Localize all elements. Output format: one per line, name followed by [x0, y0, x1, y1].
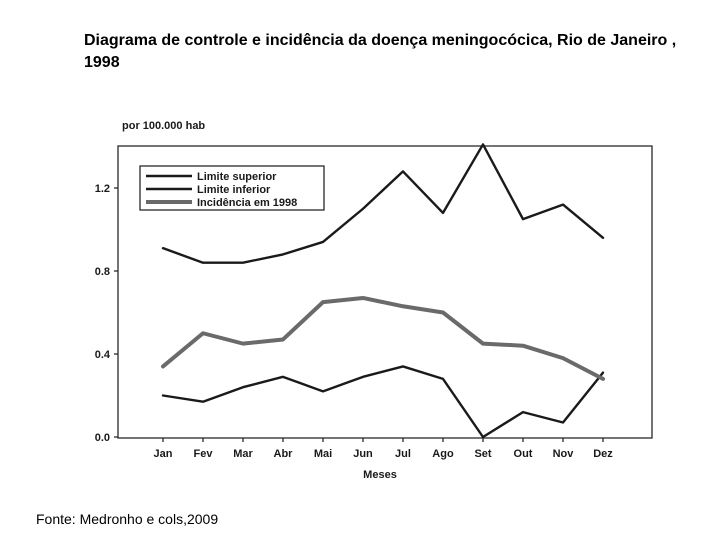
x-tick-label: Out — [514, 448, 533, 460]
series-line — [161, 143, 605, 264]
x-tick-label: Nov — [553, 448, 575, 460]
x-tick-label: Fev — [194, 448, 214, 460]
x-tick-label: Jul — [395, 448, 411, 460]
legend-label: Limite inferior — [197, 184, 271, 196]
series-line — [161, 365, 605, 439]
x-tick-label: Ago — [432, 448, 454, 460]
plot-frame — [117, 145, 653, 439]
x-tick-label: Jun — [353, 448, 373, 460]
x-tick-label: Dez — [593, 448, 613, 460]
y-tick-label: 1.2 — [95, 183, 110, 195]
incidence-control-chart: por 100.000 hab Meses 0.0 0.4 0.8 1.2 Jan Fev… — [95, 120, 653, 481]
x-tick-label: Mar — [233, 448, 253, 460]
x-tick-label: Abr — [274, 448, 294, 460]
slide-title: Diagrama de controle e incidência da doe… — [84, 32, 677, 71]
y-tick-label: 0.4 — [95, 349, 111, 361]
plot-area: 0.0 0.4 0.8 1.2 Jan Fev Mar Abr Mai Jun Jul Ago Set O… — [95, 143, 653, 460]
x-tick-label: Mai — [314, 448, 332, 460]
series-line — [161, 295, 605, 381]
y-tick-label: 0.0 — [95, 432, 110, 444]
y-tick-label: 0.8 — [95, 266, 110, 278]
source-citation: Fonte: Medronho e cols,2009 — [36, 511, 219, 527]
x-tick-label: Set — [474, 448, 491, 460]
x-axis-label: Meses — [363, 469, 397, 481]
legend-label: Incidência em 1998 — [197, 197, 297, 209]
legend-label: Limite superior — [197, 171, 277, 183]
y-axis-label: por 100.000 hab — [122, 120, 205, 132]
x-tick-label: Jan — [154, 448, 173, 460]
